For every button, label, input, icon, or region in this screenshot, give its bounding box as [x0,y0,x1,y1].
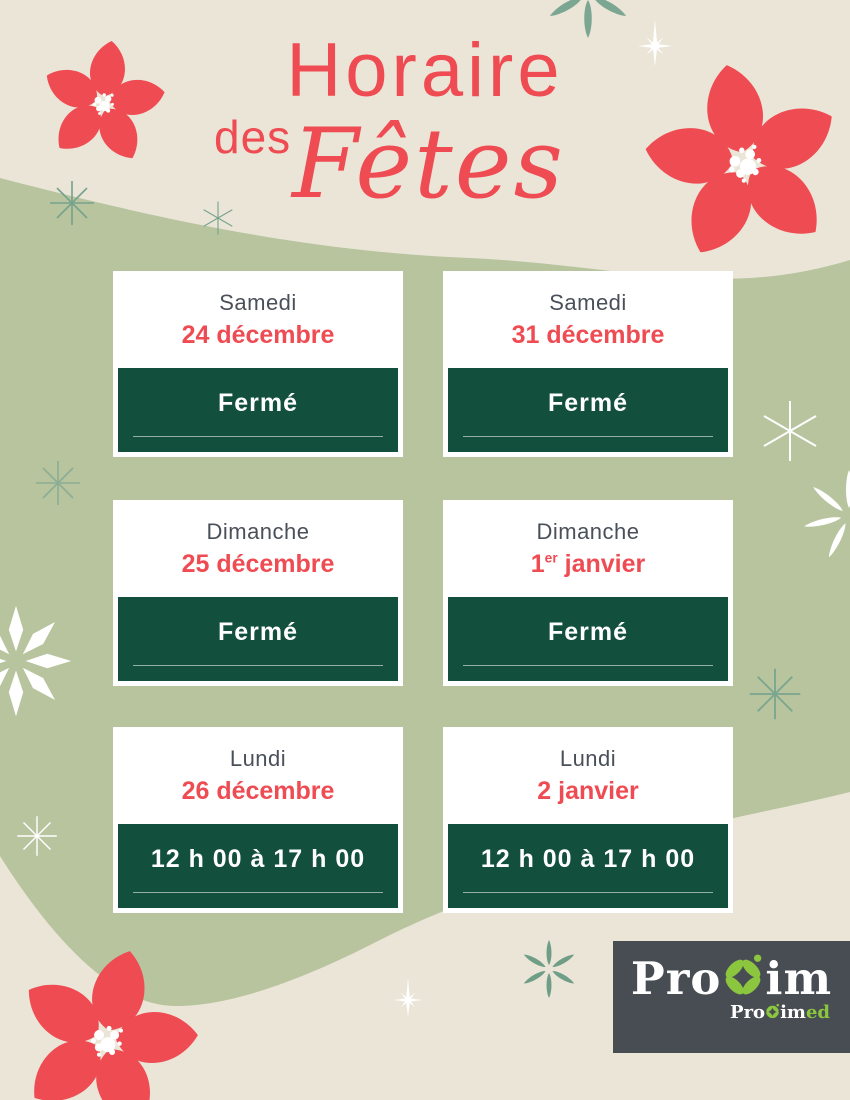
card-date-num: 31 [511,321,540,349]
card-date-rest: janvier [551,777,639,805]
card-hours-text: 12 h 00 à 17 h 00 [150,844,366,873]
schedule-card-jan2: Lundi 2 janvier 12 h 00 à 17 h 00 [443,727,733,913]
card-date-rest: décembre [209,321,335,349]
schedule-card-dec24: Samedi 24 décembre Fermé [113,271,403,457]
card-hours-block: Fermé [118,597,398,681]
card-hours-text: Fermé [547,388,629,417]
card-date-rest: janvier [557,550,646,578]
proxim-logo-box: Pro im Pro [613,941,850,1053]
hours-underline [463,665,713,666]
card-hours-text: Fermé [547,617,629,646]
card-hours-text: 12 h 00 à 17 h 00 [480,844,696,873]
hours-underline [133,665,383,666]
hours-underline [463,436,713,437]
card-date: 24 décembre [113,321,403,350]
title-word-horaire: Horaire [286,28,564,113]
brand-suf: im [765,952,833,1005]
card-date-num: 24 [181,321,210,349]
card-date-num: 1 [530,550,545,578]
card-hours-block: Fermé [448,368,728,452]
card-date: 1er janvier [443,550,733,579]
card-date-rest: décembre [209,550,335,578]
proximed-logo: Pro im ed [613,1004,830,1022]
card-day: Lundi [229,746,287,771]
card-date: 31 décembre [443,321,733,350]
sparkle-star-icon [393,977,423,1017]
schedule-card-jan1: Dimanche 1er janvier Fermé [443,500,733,686]
card-day: Samedi [219,290,297,315]
brand-pre: Pro [630,952,722,1005]
card-hours-block: Fermé [448,597,728,681]
schedule-card-dec31: Samedi 31 décembre Fermé [443,271,733,457]
proxim-logo: Pro im [613,952,850,1005]
card-date-num: 26 [181,777,210,805]
card-date-num: 2 [537,777,552,805]
hours-underline [133,436,383,437]
card-day: Samedi [549,290,627,315]
sub-pre: Pro [730,1002,766,1023]
card-hours-block: Fermé [118,368,398,452]
title-word-fetes: Fêtes [292,108,565,220]
hours-underline [133,892,383,893]
card-hours-text: Fermé [217,617,299,646]
card-day: Dimanche [206,519,310,544]
card-date: 26 décembre [113,777,403,806]
hours-underline [463,892,713,893]
card-hours-text: Fermé [217,388,299,417]
card-date-sup: er [544,550,558,566]
card-date: 2 janvier [443,777,733,806]
card-day: Lundi [559,746,617,771]
title-word-des: des [214,111,292,163]
proxim-x-icon [726,954,762,994]
card-hours-block: 12 h 00 à 17 h 00 [448,824,728,908]
card-date-rest: décembre [539,321,665,349]
sub-suf: ed [805,1002,830,1023]
petal-snowflake-icon [522,939,576,999]
schedule-card-dec25: Dimanche 25 décembre Fermé [113,500,403,686]
card-day: Dimanche [536,519,640,544]
card-date: 25 décembre [113,550,403,579]
sub-mid: im [780,1002,806,1023]
card-date-num: 25 [181,550,210,578]
proxim-x-icon [766,1003,780,1019]
card-hours-block: 12 h 00 à 17 h 00 [118,824,398,908]
card-date-rest: décembre [209,777,335,805]
schedule-card-dec26: Lundi 26 décembre 12 h 00 à 17 h 00 [113,727,403,913]
